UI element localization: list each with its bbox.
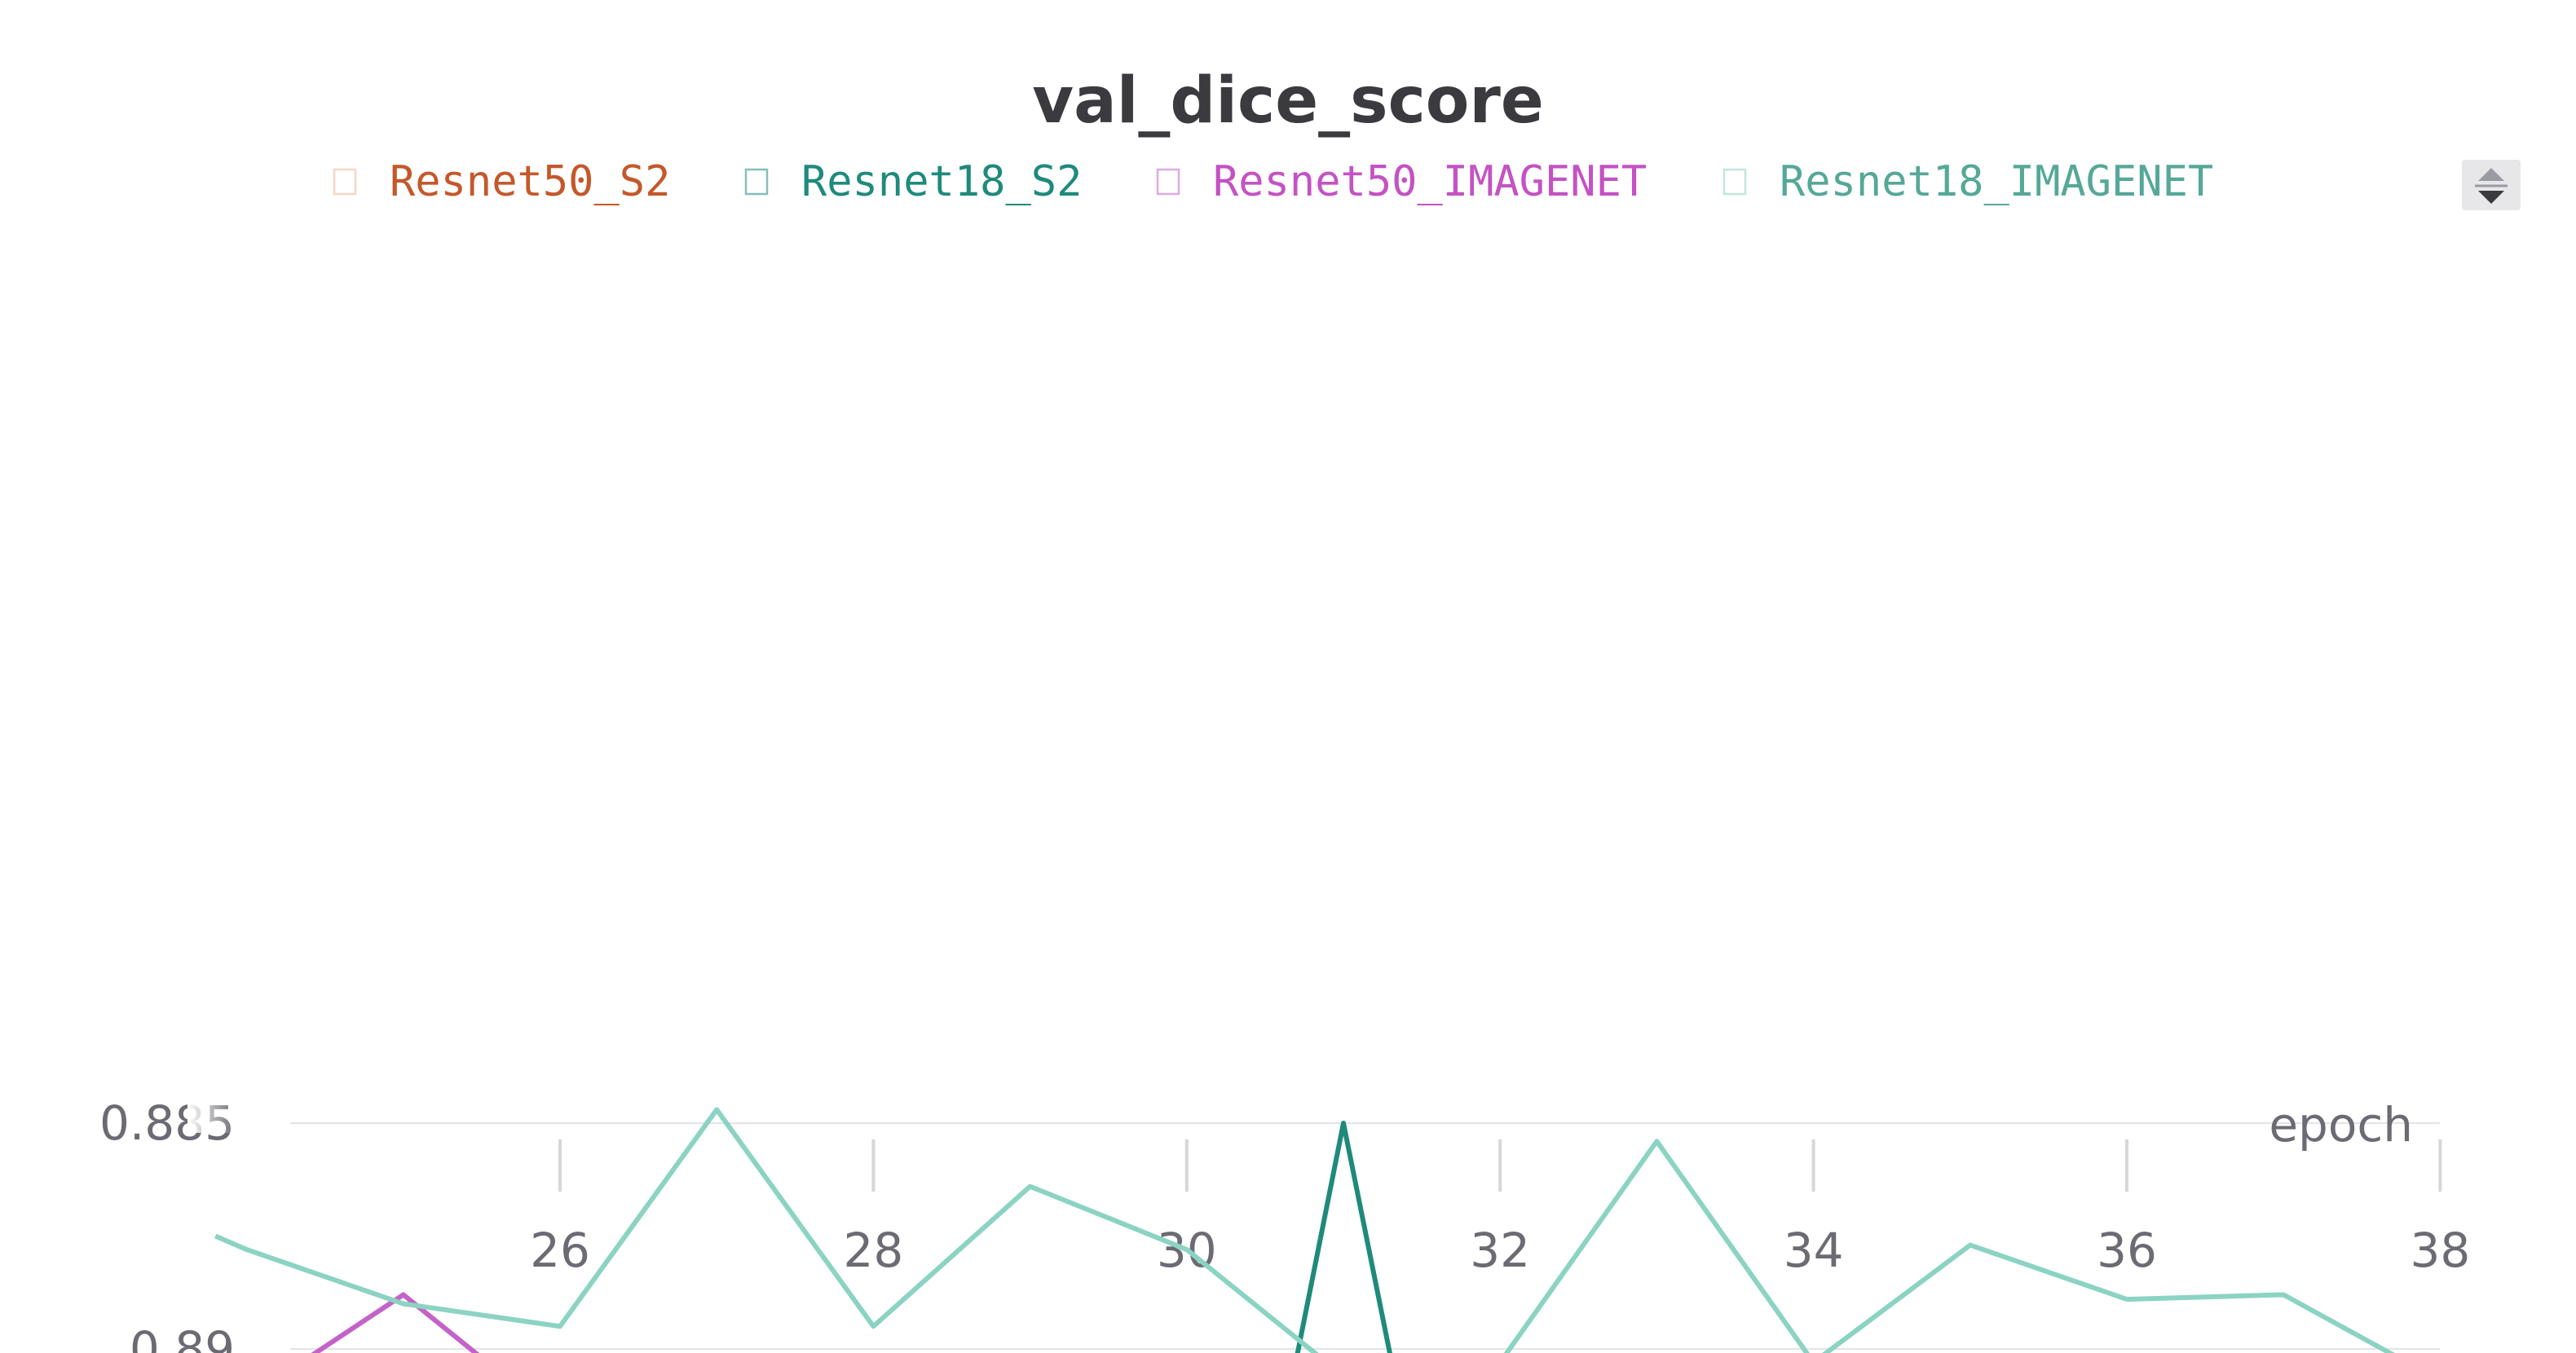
legend-swatch: [1156, 168, 1180, 196]
series-line[interactable]: [215, 1292, 1656, 1353]
legend-item[interactable]: Resnet18_IMAGENET: [1722, 157, 2213, 206]
left-fade-overlay: [187, 269, 236, 1133]
series-layer: [187, 269, 2440, 1353]
legend-swatch: [333, 168, 357, 196]
legend-scroll-control[interactable]: [2462, 160, 2521, 210]
legend-label: Resnet50_IMAGENET: [1213, 157, 1647, 206]
legend-swatch: [1722, 168, 1747, 196]
legend-item[interactable]: Resnet50_IMAGENET: [1156, 157, 1647, 206]
legend: Resnet50_S2 Resnet18_S2 Resnet50_IMAGENET R…: [333, 157, 2213, 206]
grid: [290, 1122, 2440, 1350]
series-line[interactable]: [214, 1107, 2440, 1353]
legend-item[interactable]: Resnet50_S2: [333, 157, 670, 206]
x-tick-label: 38: [2410, 1223, 2470, 1278]
x-tick-label: 36: [2097, 1223, 2157, 1278]
series-group: [215, 1121, 1813, 1353]
series-line[interactable]: [215, 1121, 1813, 1353]
legend-label: Resnet18_S2: [801, 157, 1082, 206]
x-axis: 26 28 30 32 34 36 38: [530, 1139, 2470, 1278]
legend-label: Resnet50_S2: [390, 157, 670, 206]
series-group: [215, 1292, 1656, 1353]
arrow-down-icon: [2478, 191, 2504, 204]
x-tick-label: 26: [530, 1223, 590, 1278]
chart-title: val_dice_score: [1032, 64, 1544, 138]
x-axis-title: epoch: [2269, 1097, 2413, 1152]
series-group: [214, 1107, 2440, 1353]
x-tick-label: 28: [843, 1223, 903, 1278]
arrow-up-icon: [2478, 168, 2504, 181]
x-tick-label: 34: [1784, 1223, 1844, 1278]
x-tick-label: 32: [1470, 1223, 1530, 1278]
y-tick-label: 0.89: [130, 1321, 235, 1353]
legend-label: Resnet18_IMAGENET: [1780, 157, 2213, 206]
legend-swatch: [744, 168, 769, 196]
legend-item[interactable]: Resnet18_S2: [744, 157, 1082, 206]
